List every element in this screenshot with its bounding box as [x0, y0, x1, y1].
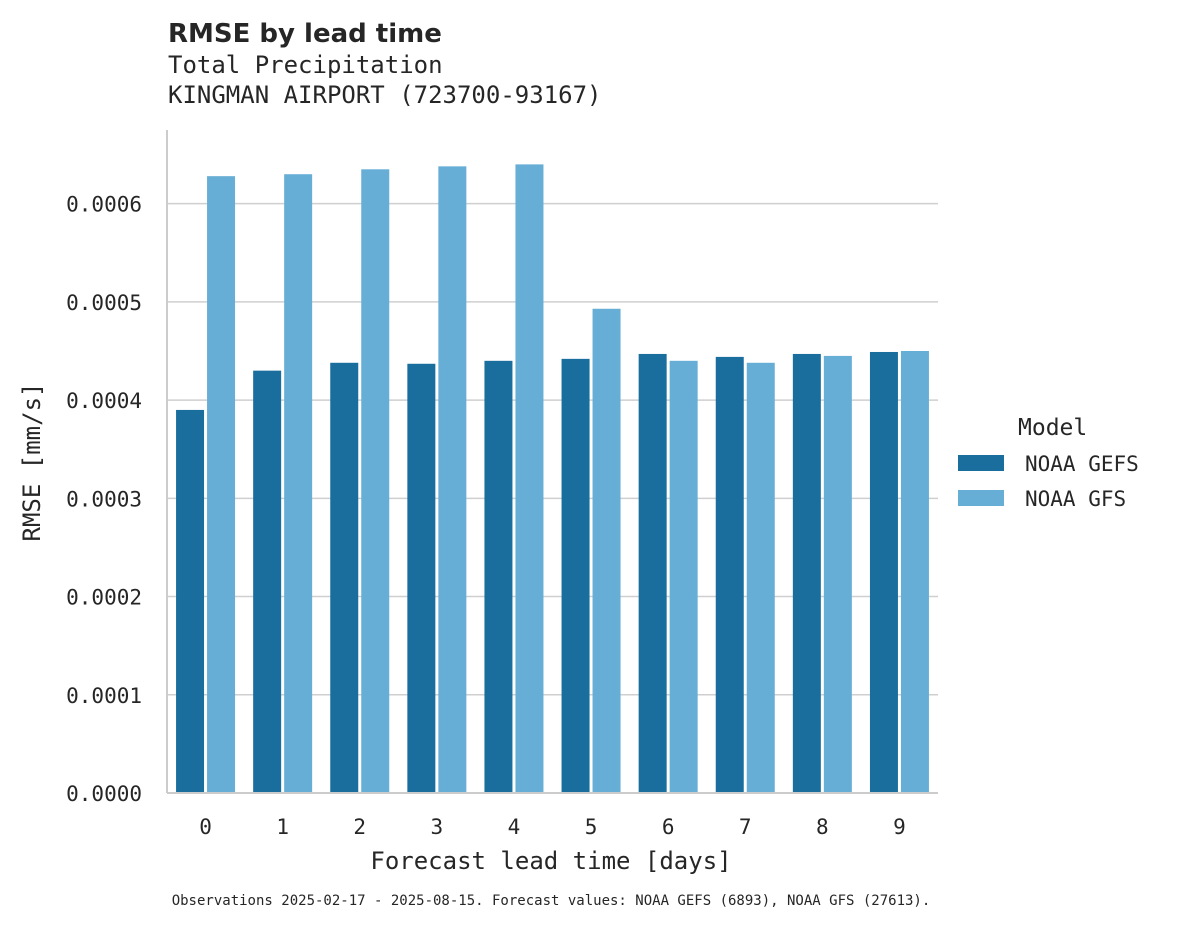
legend-label-noaa-gefs: NOAA GEFS	[1025, 452, 1139, 476]
grid-lines	[167, 202, 938, 696]
y-tick-label-3: 0.0003	[66, 487, 142, 511]
x-axis-label: Forecast lead time [days]	[370, 847, 731, 875]
chart-subtitle-variable: Total Precipitation	[168, 51, 443, 79]
x-tick-labels: 0 1 2 3 4 5 6 7 8 9	[199, 815, 906, 839]
bar-noaa-gefs-lead-0	[176, 409, 205, 793]
x-tick-label-6: 6	[662, 815, 675, 839]
bar-noaa-gefs-lead-6	[638, 353, 667, 793]
y-tick-label-1: 0.0001	[66, 684, 142, 708]
bar-noaa-gefs-lead-1	[253, 370, 282, 793]
y-tick-label-6: 0.0006	[66, 193, 142, 217]
bar-noaa-gfs-lead-0	[207, 176, 236, 794]
x-tick-label-2: 2	[353, 815, 366, 839]
bar-noaa-gfs-lead-9	[900, 351, 929, 793]
bar-noaa-gfs-lead-4	[515, 164, 544, 793]
y-tick-label-0: 0.0000	[66, 782, 142, 806]
bar-noaa-gefs-lead-2	[330, 362, 359, 793]
bar-noaa-gfs-lead-6	[669, 360, 698, 793]
y-tick-label-2: 0.0002	[66, 586, 142, 610]
bar-noaa-gfs-lead-8	[823, 355, 852, 793]
bar-noaa-gfs-lead-1	[284, 174, 313, 793]
legend-swatch-noaa-gefs	[958, 455, 1004, 471]
legend-title: Model	[1018, 415, 1087, 441]
bar-noaa-gfs-lead-7	[746, 362, 775, 793]
x-tick-label-4: 4	[508, 815, 521, 839]
x-tick-label-0: 0	[199, 815, 212, 839]
bar-noaa-gefs-lead-7	[715, 356, 744, 793]
bar-noaa-gefs-lead-9	[869, 351, 898, 793]
legend-swatch-noaa-gfs	[958, 490, 1004, 506]
bar-noaa-gefs-lead-4	[484, 360, 513, 793]
bar-noaa-gefs-lead-8	[792, 353, 821, 793]
legend: Model NOAA GEFS NOAA GFS	[958, 415, 1139, 511]
legend-label-noaa-gfs: NOAA GFS	[1025, 487, 1126, 511]
chart-title: RMSE by lead time	[168, 19, 442, 49]
y-axis-label: RMSE [mm/s]	[18, 383, 46, 542]
x-tick-label-9: 9	[893, 815, 906, 839]
x-tick-label-8: 8	[816, 815, 829, 839]
bar-noaa-gefs-lead-5	[561, 358, 590, 793]
y-tick-label-4: 0.0004	[66, 389, 142, 413]
x-tick-label-1: 1	[276, 815, 289, 839]
chart-subtitle-station: KINGMAN AIRPORT (723700-93167)	[168, 81, 601, 109]
bar-noaa-gfs-lead-3	[438, 166, 467, 793]
bar-noaa-gfs-lead-5	[592, 308, 621, 793]
axes	[166, 130, 938, 794]
y-tick-labels: 0.0000 0.0001 0.0002 0.0003 0.0004 0.0005 0.00…	[66, 193, 142, 806]
x-tick-label-3: 3	[431, 815, 444, 839]
bars	[176, 164, 929, 794]
bar-noaa-gefs-lead-3	[407, 363, 436, 793]
x-tick-label-7: 7	[739, 815, 752, 839]
bar-noaa-gfs-lead-2	[361, 169, 390, 794]
footnote: Observations 2025-02-17 - 2025-08-15. Fo…	[172, 893, 931, 909]
y-tick-label-5: 0.0005	[66, 291, 142, 315]
x-tick-label-5: 5	[585, 815, 598, 839]
